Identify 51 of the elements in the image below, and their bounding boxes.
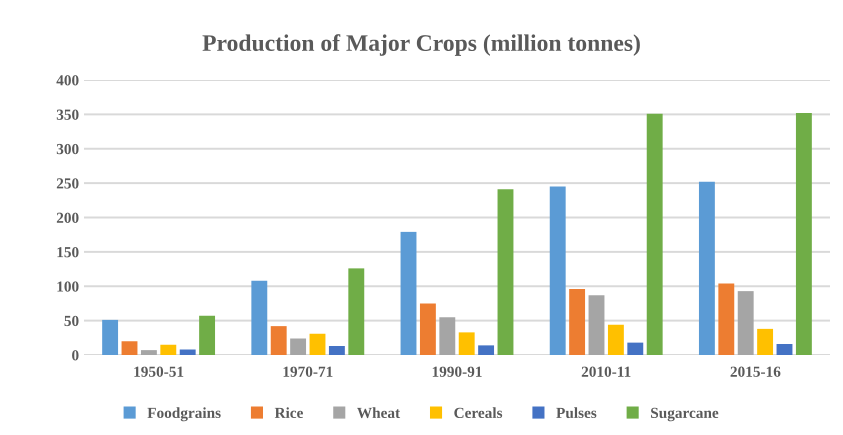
- y-tick-label: 300: [56, 144, 79, 154]
- bar: [270, 326, 287, 355]
- bar: [439, 317, 456, 355]
- bar: [757, 328, 774, 355]
- legend-label: Sugarcane: [651, 408, 718, 422]
- bar: [718, 284, 734, 355]
- y-tick-label: 250: [56, 178, 79, 189]
- bar: [290, 338, 306, 355]
- y-tick-label: 150: [57, 247, 79, 258]
- bar: [251, 280, 268, 355]
- bar: [400, 232, 416, 355]
- bar: [588, 295, 604, 355]
- legend-label: Wheat: [357, 407, 400, 418]
- bar: [140, 350, 157, 355]
- y-tick-label: 400: [56, 75, 79, 86]
- bar: [796, 113, 812, 355]
- bar: [646, 114, 663, 355]
- bar: [776, 344, 792, 355]
- bar: [122, 341, 138, 355]
- bar: [102, 320, 118, 355]
- x-tick-label: 2010-11: [582, 366, 630, 377]
- bar: [180, 350, 196, 355]
- bar: [550, 186, 566, 355]
- bar: [199, 316, 216, 355]
- x-tick-label: 2015-16: [730, 366, 780, 377]
- y-tick-label: 100: [57, 281, 79, 292]
- bar: [328, 346, 345, 355]
- y-tick-label: 0: [72, 350, 79, 360]
- legend-label: Pulses: [556, 407, 596, 418]
- bar: [348, 268, 364, 355]
- bar: [569, 289, 586, 355]
- legend-label: Rice: [274, 407, 303, 418]
- chart-title: Production of Major Crops (million tonnes): [202, 34, 640, 56]
- bar: [608, 324, 624, 355]
- bar: [478, 345, 494, 355]
- x-tick-label: 1950-51: [134, 366, 184, 377]
- x-tick-label: 1970-71: [284, 366, 332, 377]
- bar: [160, 344, 176, 355]
- bar: [627, 342, 644, 355]
- bar: [310, 334, 326, 355]
- legend-label: Foodgrains: [147, 407, 221, 422]
- y-tick-label: 200: [56, 212, 79, 223]
- x-tick-label: 1990-91: [432, 366, 482, 377]
- y-tick-label: 50: [64, 316, 79, 326]
- legend-label: Cereals: [454, 407, 502, 418]
- y-tick-label: 350: [56, 110, 79, 120]
- bar: [498, 189, 514, 355]
- bar: [420, 303, 436, 355]
- bar: [698, 182, 715, 355]
- bar: [458, 332, 475, 355]
- bar: [738, 291, 754, 355]
